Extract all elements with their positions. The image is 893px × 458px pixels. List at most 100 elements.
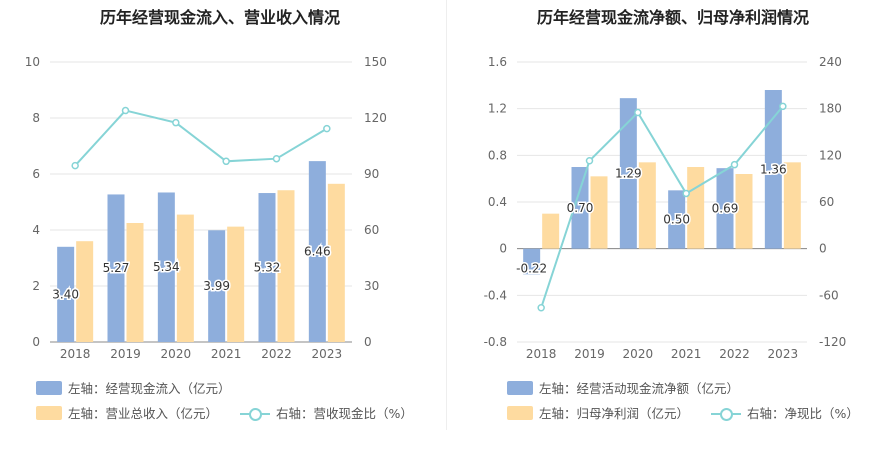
right-bar-secondary: [590, 176, 608, 249]
chart-panel-left: 历年经营现金流入、营业收入情况 0 0 2 30 4 60 6 90 8 120 10 150 2018…: [0, 0, 440, 430]
left-bar-secondary: [277, 190, 295, 342]
left-left-tick-label: 10: [25, 55, 40, 69]
legend-row-2-left: 左轴：营业总收入（亿元） 右轴：营收现金比（%）: [36, 403, 413, 422]
legend-row-1-left: 左轴：经营现金流入（亿元）: [36, 378, 231, 397]
right-data-label: 0.69: [712, 201, 739, 215]
right-data-label: 0.50: [663, 213, 690, 227]
right-category-label: 2020: [623, 347, 654, 361]
right-right-tick-label: -60: [819, 288, 839, 302]
left-left-tick-label: 4: [32, 223, 40, 237]
right-data-label: 0.70: [567, 201, 594, 215]
legend-label-net-cash-ratio[interactable]: 右轴：净现比（%）: [747, 406, 859, 421]
legend-swatch-net-profit: [507, 405, 533, 420]
left-bar-primary: [308, 161, 326, 342]
right-bar-primary: [716, 168, 734, 249]
left-data-label: 3.99: [203, 279, 230, 293]
left-category-label: 2022: [261, 347, 292, 361]
left-left-tick-label: 0: [32, 335, 40, 349]
legend-row-2-right: 左轴：归母净利润（亿元） 右轴：净现比（%）: [507, 403, 859, 422]
right-left-tick-label: 1.6: [488, 55, 507, 69]
right-right-tick-label: -120: [819, 335, 846, 349]
right-right-tick-label: 0: [819, 242, 827, 256]
right-right-tick-label: 180: [819, 102, 842, 116]
legend-label-inflow[interactable]: 左轴：经营现金流入（亿元）: [68, 381, 231, 396]
legend-row-1-right: 左轴：经营活动现金流净额（亿元）: [507, 378, 739, 397]
right-bar-primary: [523, 248, 541, 275]
left-category-label: 2018: [60, 347, 91, 361]
right-category-label: 2021: [671, 347, 702, 361]
legend-swatch-cash-ratio: [240, 406, 271, 421]
right-right-tick-label: 60: [819, 195, 834, 209]
left-data-label: 6.46: [304, 245, 331, 259]
right-bar-secondary: [735, 174, 753, 249]
legend-swatch-net-cash-ratio: [711, 406, 742, 421]
left-right-tick-label: 30: [364, 279, 379, 293]
right-right-tick-label: 240: [819, 55, 842, 69]
right-bar-secondary: [783, 162, 801, 249]
left-ratio-point: [172, 118, 180, 127]
left-ratio-point: [71, 161, 79, 170]
left-ratio-point: [272, 154, 281, 163]
left-bar-primary: [57, 246, 75, 342]
right-bar-secondary: [542, 213, 560, 249]
left-ratio-line: [74, 109, 328, 167]
right-bar-primary: [571, 167, 589, 249]
left-right-tick-label: 90: [364, 167, 379, 181]
left-left-tick-label: 2: [32, 279, 40, 293]
legend-swatch-net-cash: [507, 380, 533, 395]
left-bar-secondary: [327, 183, 345, 342]
right-ratio-point: [585, 157, 594, 165]
right-ratio-point: [537, 304, 545, 312]
right-ratio-point: [634, 108, 642, 117]
right-left-tick-label: 0.4: [488, 195, 507, 209]
legend-label-cash-ratio[interactable]: 右轴：营收现金比（%）: [276, 406, 413, 421]
right-left-tick-label: -0.8: [484, 335, 507, 349]
right-category-label: 2023: [768, 347, 799, 361]
left-bar-secondary: [176, 214, 194, 342]
chart-title-right: 历年经营现金流净额、归母净利润情况: [536, 8, 809, 27]
right-ratio-point: [779, 102, 787, 111]
left-right-tick-label: 150: [364, 55, 387, 69]
left-category-label: 2019: [110, 347, 141, 361]
left-category-label: 2020: [161, 347, 192, 361]
right-data-label: -0.22: [516, 261, 547, 275]
left-right-tick-label: 0: [364, 335, 372, 349]
left-category-label: 2021: [211, 347, 242, 361]
right-bar-primary: [668, 190, 686, 249]
right-bar-secondary: [638, 162, 656, 249]
right-left-tick-label: 0.8: [488, 148, 507, 162]
left-bar-secondary: [126, 223, 144, 342]
left-bar-primary: [107, 194, 125, 342]
left-right-tick-label: 60: [364, 223, 379, 237]
right-ratio-point: [730, 160, 739, 169]
legend-label-net-cash[interactable]: 左轴：经营活动现金流净额（亿元）: [539, 381, 740, 396]
legend-swatch-inflow: [36, 380, 62, 395]
right-bar-secondary: [687, 167, 705, 249]
chart-panel-right: 历年经营现金流净额、归母净利润情况 -0.8 -120 -0.4 -60 0 0 0.4 60…: [453, 0, 893, 430]
left-ratio-point: [121, 106, 130, 115]
right-left-tick-label: -0.4: [484, 288, 507, 302]
left-bar-primary: [258, 193, 276, 342]
right-left-tick-label: 1.2: [488, 102, 507, 116]
left-left-tick-label: 6: [32, 167, 40, 181]
left-bar-secondary: [76, 241, 94, 342]
chart-right: -0.8 -120 -0.4 -60 0 0 0.4 60 0.8 120 1.2 180 1.6 240…: [484, 55, 847, 361]
left-category-label: 2023: [312, 347, 343, 361]
left-bar-primary: [208, 230, 226, 342]
right-bar-primary: [619, 98, 637, 249]
right-ratio-point: [682, 189, 690, 198]
left-left-tick-label: 8: [32, 111, 40, 125]
legend-label-revenue[interactable]: 左轴：营业总收入（亿元）: [68, 406, 219, 421]
right-ratio-line: [540, 105, 784, 309]
chart-title-left: 历年经营现金流入、营业收入情况: [99, 8, 340, 27]
left-data-label: 5.32: [254, 261, 281, 275]
right-category-label: 2019: [574, 347, 605, 361]
legend-label-net-profit[interactable]: 左轴：归母净利润（亿元）: [539, 406, 690, 421]
right-bar-primary: [764, 90, 782, 249]
left-bar-primary: [157, 192, 175, 342]
left-bar-secondary: [227, 226, 245, 342]
right-data-label: 1.29: [615, 166, 642, 180]
left-data-label: 5.34: [153, 260, 180, 274]
right-left-tick-label: 0: [499, 242, 507, 256]
left-right-tick-label: 120: [364, 111, 387, 125]
